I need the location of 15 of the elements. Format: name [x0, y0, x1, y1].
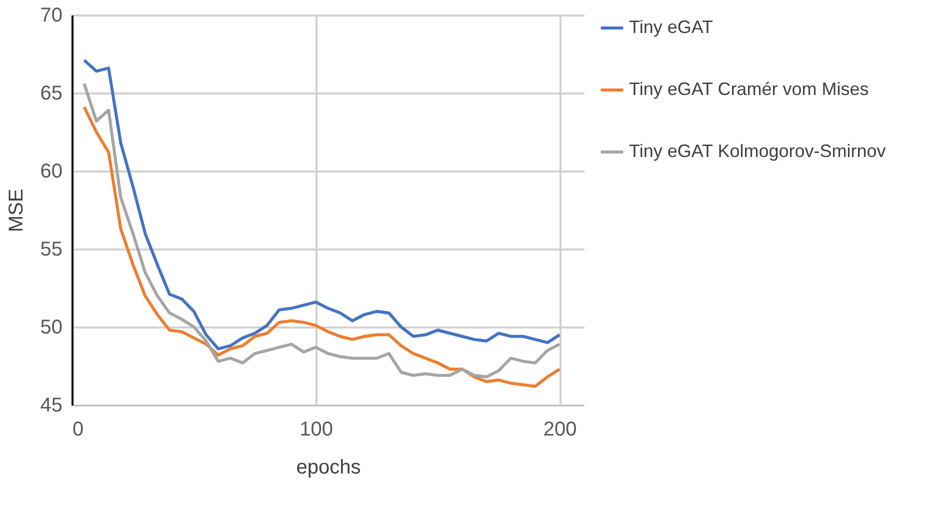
y-axis-title: MSE [5, 188, 28, 232]
y-tick-label: 50 [40, 316, 62, 338]
x-tick-label: 0 [72, 418, 84, 440]
y-tick-label: 55 [40, 238, 62, 260]
y-tick-label: 45 [40, 394, 62, 416]
x-axis-title: epochs [296, 456, 361, 478]
x-tick-label: 100 [300, 418, 333, 440]
legend-label: Tiny eGAT Cramér vom Mises [629, 79, 869, 99]
legend-label: Tiny eGAT [629, 17, 714, 37]
y-tick-label: 60 [40, 160, 62, 182]
legend-label: Tiny eGAT Kolmogorov-Smirnov [629, 141, 886, 161]
line-series [82, 58, 562, 350]
y-tick-label: 65 [40, 82, 62, 104]
y-tick-label: 70 [40, 4, 62, 26]
x-tick-label: 200 [543, 418, 577, 440]
